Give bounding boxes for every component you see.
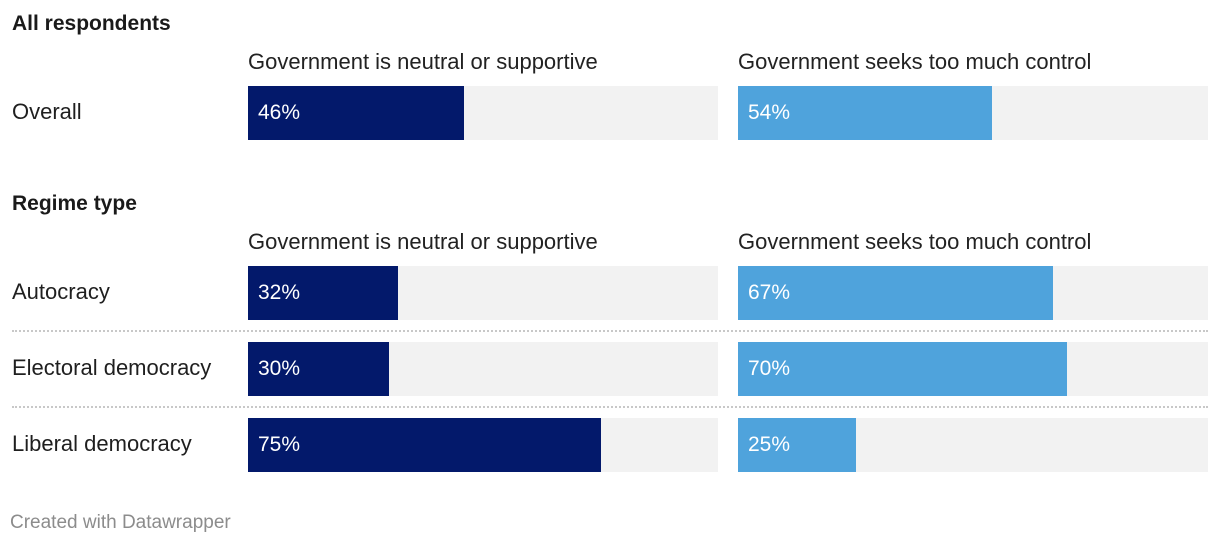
column-header-control: Government seeks too much control [738, 49, 1092, 74]
bar-autocracy-neutral [248, 266, 398, 320]
bar-value-overall-neutral: 46% [258, 101, 301, 124]
bar-track-liberal-neutral: 75% [248, 418, 718, 472]
column-header-neutral: Government is neutral or supportive [248, 49, 598, 74]
bar-overall-neutral [248, 86, 464, 140]
row-label-liberal-democracy: Liberal democracy [12, 431, 192, 456]
bar-track-electoral-control: 70% [738, 342, 1208, 396]
row-divider [12, 406, 1208, 408]
column-header-control-2: Government seeks too much control [738, 229, 1092, 254]
footer-credit: Created with Datawrapper [10, 512, 231, 533]
bar-electoral-democracy-control [738, 342, 1067, 396]
bar-track-autocracy-neutral: 32% [248, 266, 718, 320]
row-label-autocracy: Autocracy [12, 279, 110, 304]
column-header-neutral-2: Government is neutral or supportive [248, 229, 598, 254]
bar-autocracy-control [738, 266, 1053, 320]
bar-track-overall-control: 54% [738, 86, 1208, 140]
row-label-overall: Overall [12, 99, 82, 124]
bar-value-liberal-neutral: 75% [258, 433, 301, 456]
group-title-regime-type: Regime type [12, 192, 137, 215]
bar-overall-control [738, 86, 992, 140]
row-divider [12, 330, 1208, 332]
group-title-all-respondents: All respondents [12, 12, 171, 35]
bar-liberal-democracy-neutral [248, 418, 601, 472]
bar-value-autocracy-control: 67% [748, 281, 791, 304]
row-label-electoral-democracy: Electoral democracy [12, 355, 212, 380]
bar-electoral-democracy-neutral [248, 342, 389, 396]
bar-value-overall-control: 54% [748, 101, 791, 124]
bar-value-autocracy-neutral: 32% [258, 281, 301, 304]
bar-track-liberal-control: 25% [738, 418, 1208, 472]
bar-value-electoral-control: 70% [748, 357, 791, 380]
bar-track-overall-neutral: 46% [248, 86, 718, 140]
bar-value-electoral-neutral: 30% [258, 357, 301, 380]
bar-value-liberal-control: 25% [748, 433, 791, 456]
bar-track-electoral-neutral: 30% [248, 342, 718, 396]
bar-track-autocracy-control: 67% [738, 266, 1208, 320]
bar-liberal-democracy-control [738, 418, 856, 472]
